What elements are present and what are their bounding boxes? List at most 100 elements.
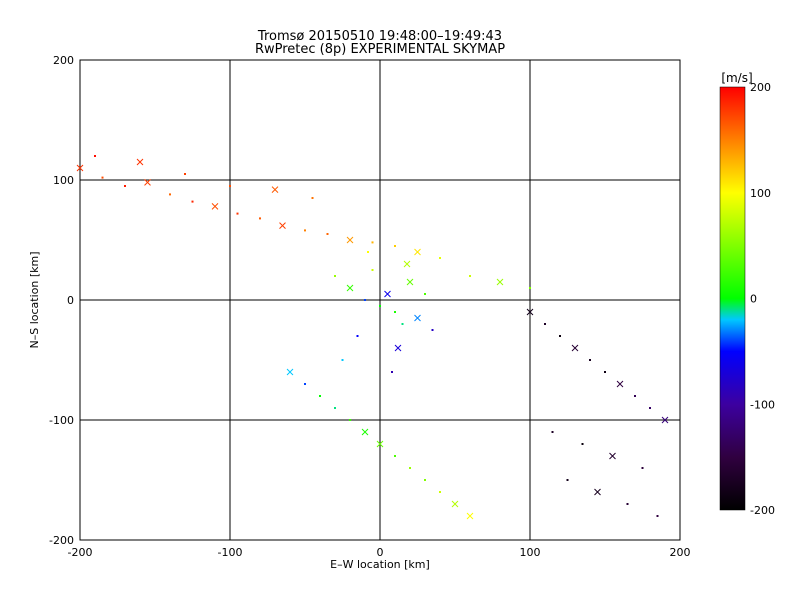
data-point-dot <box>529 287 531 289</box>
chart-title: Tromsø 20150510 19:48:00–19:49:43 <box>257 29 502 44</box>
data-point-x <box>466 512 474 520</box>
data-point-x <box>279 222 286 229</box>
data-point-x <box>496 278 504 286</box>
data-point-dot <box>191 200 194 203</box>
data-point-x <box>414 248 421 256</box>
x-tick-label: -100 <box>218 546 243 559</box>
data-point-dot <box>604 371 606 373</box>
data-point-dot <box>656 515 659 517</box>
y-axis-label: N–S location [km] <box>28 251 41 348</box>
x-tick-label: 100 <box>520 546 541 559</box>
data-point-dot <box>229 185 231 187</box>
data-point-x <box>594 488 601 496</box>
data-point-dot <box>311 197 314 199</box>
data-point-dot <box>349 419 351 421</box>
data-point-x <box>136 158 144 166</box>
data-point-dot <box>379 305 381 307</box>
y-tick-label: 0 <box>67 294 74 307</box>
data-point-dot <box>364 299 366 301</box>
data-point-x <box>661 416 669 424</box>
colorbar-tick-label: -100 <box>750 398 775 411</box>
data-point-x <box>76 164 84 172</box>
data-point-dot <box>341 359 344 361</box>
x-tick-label: 0 <box>377 546 384 559</box>
y-tick-label: -100 <box>49 414 74 427</box>
data-point-dot <box>551 431 554 433</box>
data-point-dot <box>394 245 396 247</box>
data-point-dot <box>367 251 369 253</box>
data-point-x <box>451 500 459 508</box>
data-point-dot <box>439 257 441 259</box>
data-point-dot <box>319 395 321 397</box>
data-point-dot <box>409 467 411 469</box>
data-point-dot <box>184 173 186 175</box>
data-point-dot <box>401 323 404 325</box>
data-point-x <box>361 428 369 436</box>
data-point-dot <box>394 311 396 313</box>
data-point-dot <box>566 479 569 481</box>
data-point-dot <box>424 479 426 481</box>
colorbar-tick-label: 100 <box>750 187 771 200</box>
y-tick-label: 200 <box>53 54 74 67</box>
data-point-dot <box>236 212 239 215</box>
y-tick-label: 100 <box>53 174 74 187</box>
gridlines <box>80 60 680 540</box>
data-point-dot <box>424 293 426 295</box>
data-point-x <box>271 186 279 193</box>
data-point-x <box>394 344 402 352</box>
data-point-dot <box>371 241 374 244</box>
data-point-dot <box>326 233 329 235</box>
data-point-dot <box>634 395 636 397</box>
colorbar-tick-label: -200 <box>750 504 775 517</box>
data-points <box>76 155 669 520</box>
data-point-dot <box>334 407 336 409</box>
data-point-x <box>609 452 616 460</box>
data-point-x <box>526 308 534 316</box>
data-point-dot <box>589 359 591 361</box>
x-tick-label: -200 <box>68 546 93 559</box>
x-tick-label: 200 <box>670 546 691 559</box>
data-point-dot <box>439 491 441 493</box>
data-point-x <box>571 344 579 352</box>
data-point-dot <box>169 193 171 196</box>
data-point-x <box>144 179 151 186</box>
data-point-dot <box>259 217 261 220</box>
data-point-x <box>286 368 294 376</box>
data-point-dot <box>391 371 393 373</box>
data-point-dot <box>581 443 584 445</box>
data-point-dot <box>304 383 306 385</box>
x-axis-label: E–W location [km] <box>330 558 430 571</box>
y-ticks: -200 -100 0 100 200 <box>49 54 74 547</box>
data-point-x <box>403 260 411 268</box>
data-point-dot <box>371 269 374 271</box>
x-ticks: -200 -100 0 100 200 <box>68 546 691 559</box>
colorbar <box>719 86 746 511</box>
chart-subtitle: RwPretec (8p) EXPERIMENTAL SKYMAP <box>255 42 505 57</box>
colorbar-tick-label: 0 <box>750 293 757 306</box>
data-point-x <box>384 290 391 298</box>
colorbar-ticks: 200 100 0 -100 -200 <box>750 81 775 517</box>
data-point-dot <box>626 503 629 505</box>
data-point-dot <box>469 275 471 277</box>
data-point-dot <box>394 455 396 457</box>
data-point-dot <box>544 323 546 325</box>
data-point-dot <box>304 229 306 232</box>
data-point-x <box>376 440 384 448</box>
data-point-x <box>414 314 421 322</box>
data-point-dot <box>334 275 336 277</box>
data-point-dot <box>94 155 96 157</box>
data-point-dot <box>356 335 359 337</box>
data-point-x <box>211 203 219 210</box>
data-point-dot <box>559 335 561 337</box>
colorbar-tick-label: 200 <box>750 81 771 94</box>
data-point-x <box>406 278 414 286</box>
data-point-dot <box>649 407 651 409</box>
colorbar-label: [m/s] <box>721 71 752 85</box>
data-point-dot <box>124 185 126 187</box>
data-point-dot <box>431 329 434 331</box>
data-point-dot <box>101 176 104 179</box>
data-point-x <box>346 236 354 244</box>
data-point-x <box>346 284 354 292</box>
y-tick-label: -200 <box>49 534 74 547</box>
